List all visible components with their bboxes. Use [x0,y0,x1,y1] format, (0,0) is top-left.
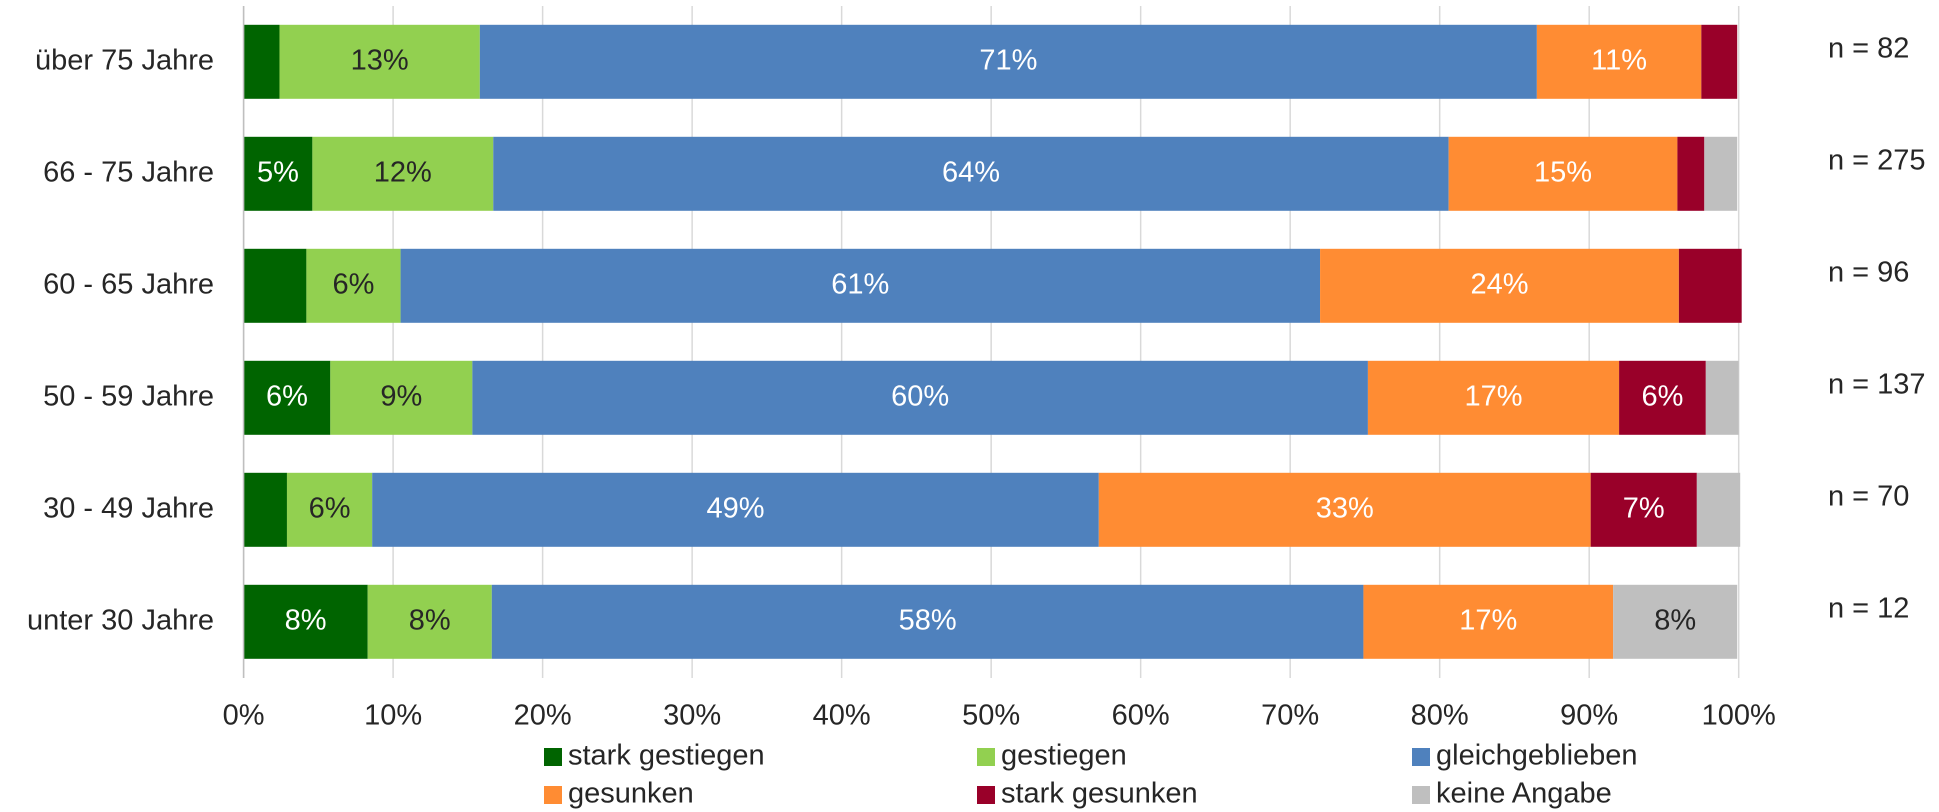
bar-segment [1320,248,1679,323]
bar-segment [243,24,280,99]
n-label: n = 96 [1828,256,1909,288]
x-tick-label: 60% [1112,700,1170,732]
bar-segment [372,472,1099,547]
n-label: n = 82 [1828,32,1909,64]
bar-segment [1536,24,1702,99]
data-label: 8% [1654,604,1696,636]
data-label: 17% [1464,380,1522,412]
bar-segment [243,248,307,323]
data-label: 11% [1591,44,1647,76]
data-label: 33% [1316,492,1374,524]
category-label: 60 - 65 Jahre [43,268,214,300]
legend-swatch [544,786,562,804]
legend-swatch [544,748,562,766]
bar-segment [306,248,401,323]
category-label: unter 30 Jahre [27,604,214,636]
x-tick-label: 50% [962,700,1020,732]
data-label: 60% [891,380,949,412]
data-label: 9% [380,380,422,412]
x-tick-label: 80% [1411,700,1469,732]
data-label: 12% [374,156,432,188]
n-label: n = 70 [1828,480,1909,512]
legend-swatch [1412,786,1430,804]
data-label: 15% [1534,156,1592,188]
category-label: 30 - 49 Jahre [43,492,214,524]
x-tick-label: 10% [364,700,422,732]
legend-swatch [977,748,995,766]
bar-segment [1705,360,1739,435]
data-label: 6% [1641,380,1683,412]
bar-segment [243,584,368,659]
data-label: 7% [1623,492,1665,524]
data-label: 6% [266,380,308,412]
bar-segment [243,136,313,211]
x-tick-label: 70% [1261,700,1319,732]
bar-segment [286,472,373,547]
category-label: 66 - 75 Jahre [43,156,214,188]
data-label: 61% [831,268,889,300]
bar-segment [330,360,473,435]
bar-segment [1677,136,1705,211]
data-label: 49% [706,492,764,524]
bar-segment [400,248,1321,323]
bar-segment [279,24,480,99]
bar-segment [1367,360,1620,435]
category-label: 50 - 59 Jahre [43,380,214,412]
data-label: 24% [1470,268,1528,300]
bar-segment [367,584,492,659]
bar-segment [493,136,1449,211]
bar-segment [1704,136,1738,211]
x-tick-label: 20% [514,700,572,732]
legend-label: gesunken [568,778,694,810]
data-label: 5% [257,156,299,188]
x-tick-label: 90% [1560,700,1618,732]
n-label: n = 12 [1828,592,1909,624]
legend-label: stark gestiegen [568,740,765,772]
bar-segment [1701,24,1738,99]
n-label: n = 137 [1828,368,1926,400]
legend-label: stark gesunken [1001,778,1198,810]
bar-segment [1613,584,1738,659]
bar-segment [1098,472,1591,547]
data-label: 13% [351,44,409,76]
data-label: 6% [309,492,351,524]
n-label: n = 275 [1828,144,1926,176]
bar-segment [491,584,1364,659]
legend-label: gleichgeblieben [1436,740,1638,772]
category-label: über 75 Jahre [35,44,214,76]
legend-label: keine Angabe [1436,778,1612,810]
bar-segment [1363,584,1614,659]
legend-swatch [977,786,995,804]
bar-segment [1619,360,1706,435]
bar-segment [243,360,331,435]
legend-swatch [1412,748,1430,766]
data-label: 71% [979,44,1037,76]
data-label: 8% [409,604,451,636]
data-label: 17% [1459,604,1517,636]
legend-label: gestiegen [1001,740,1127,772]
data-label: 8% [285,604,327,636]
bar-segment [1678,248,1742,323]
data-label: 58% [899,604,957,636]
bar-segment [479,24,1537,99]
x-tick-label: 0% [223,700,265,732]
x-tick-label: 30% [663,700,721,732]
bar-segment [312,136,494,211]
data-label: 64% [942,156,1000,188]
bar-segment [1448,136,1678,211]
bar-segment [472,360,1368,435]
bar-segment [1696,472,1741,547]
bar-segment [1590,472,1697,547]
bar-segment [243,472,287,547]
data-label: 6% [333,268,375,300]
x-tick-label: 100% [1702,700,1776,732]
x-tick-label: 40% [813,700,871,732]
